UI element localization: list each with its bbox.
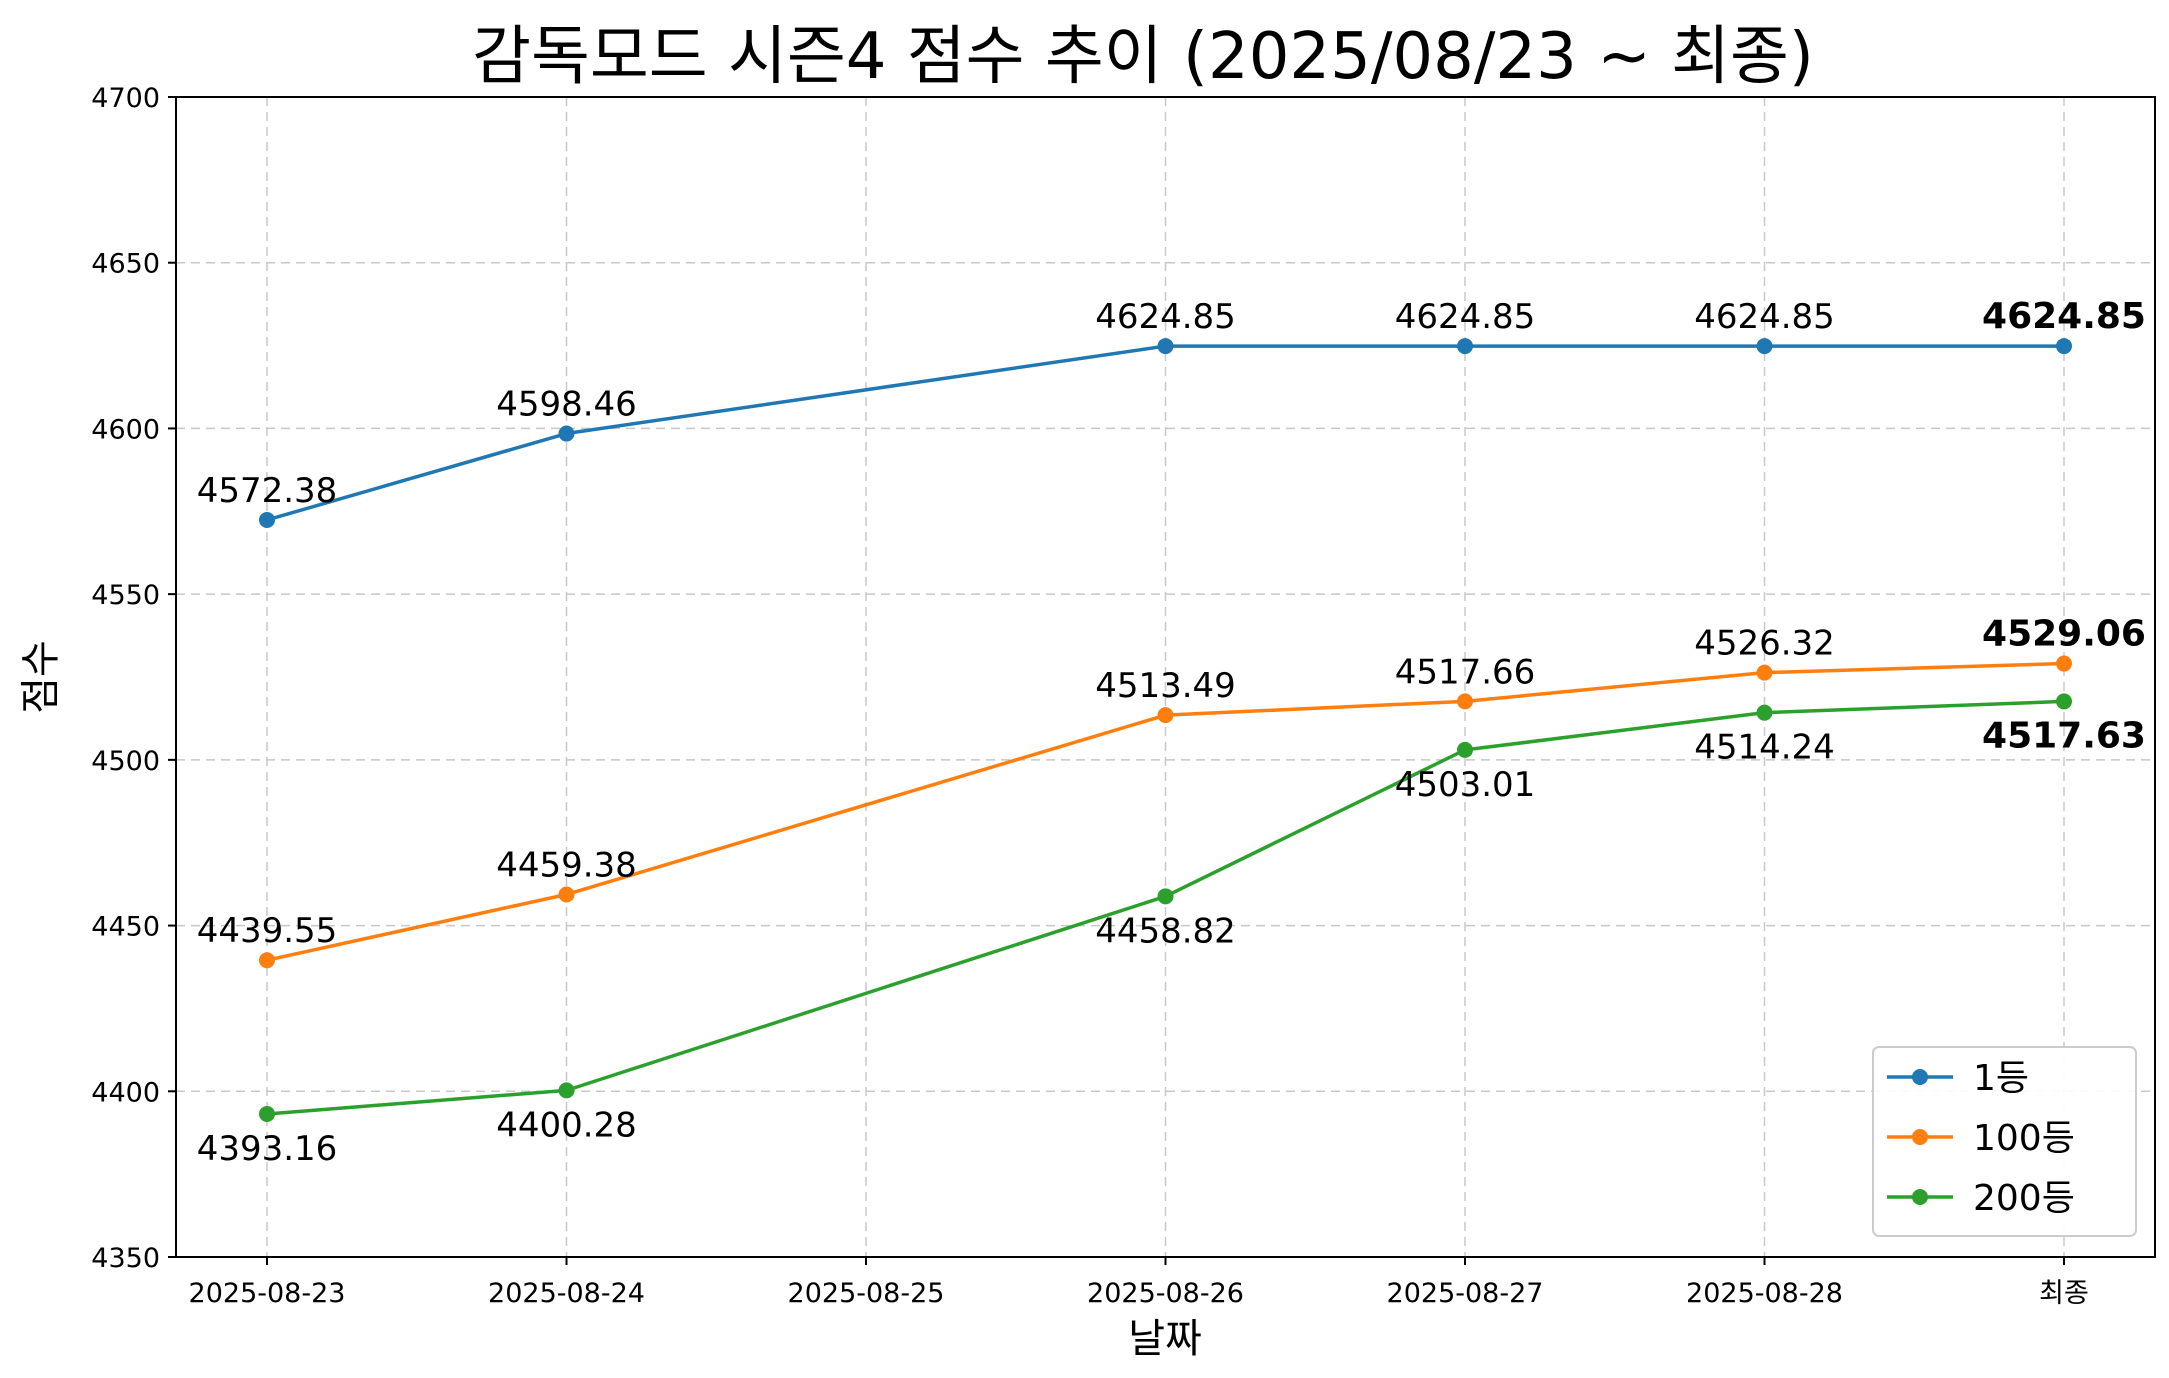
x-tick-label: 2025-08-23 (189, 1278, 346, 1309)
data-point (259, 952, 275, 969)
x-axis-label: 날짜 (1128, 1316, 1202, 1362)
data-label: 4529.06 (1982, 614, 2146, 655)
data-label: 4503.01 (1395, 765, 1536, 805)
legend: 1등 100등 200등 (1872, 1046, 2137, 1237)
x-tick-label: 2025-08-25 (788, 1278, 945, 1309)
data-point (259, 511, 275, 528)
data-label: 4624.85 (1395, 297, 1536, 337)
y-tick-label: 4400 (91, 1077, 160, 1108)
y-axis-label: 점수 (18, 640, 64, 714)
x-tick-label: 2025-08-24 (488, 1278, 645, 1309)
x-tick-label: 2025-08-26 (1087, 1278, 1244, 1309)
legend-entry-1: 1등 (1973, 1058, 2029, 1099)
y-tick-label: 4450 (91, 912, 160, 943)
data-point (1756, 704, 1773, 721)
data-label: 4526.32 (1694, 624, 1835, 664)
data-label: 4439.55 (197, 911, 338, 951)
data-label: 4393.16 (197, 1129, 338, 1169)
data-label: 4400.28 (496, 1105, 637, 1145)
y-tick-label: 4700 (91, 83, 160, 114)
data-point (1457, 693, 1473, 710)
legend-marker-1 (1912, 1069, 1928, 1085)
data-point (1756, 664, 1773, 681)
chart-title: 감독모드 시즌4 점수 추이 (2025/08/23 ~ 최종) (472, 20, 1814, 94)
data-point (558, 886, 575, 903)
series-line-3 (266, 699, 2065, 1116)
x-tick-label: 2025-08-27 (1387, 1278, 1544, 1309)
data-labels: 4572.38 4598.46 4624.85 4624.85 4624.85 4624.… (197, 296, 2146, 1169)
data-point (2056, 693, 2072, 710)
x-tick-label: 최종 (2039, 1278, 2089, 1309)
data-point (1157, 888, 1174, 905)
data-point (2056, 338, 2072, 355)
y-tick-label: 4650 (91, 249, 160, 280)
data-label: 4513.49 (1095, 666, 1236, 706)
data-point (558, 1082, 575, 1099)
data-point (2056, 655, 2072, 672)
series-line-2 (266, 661, 2065, 962)
data-point (558, 425, 575, 442)
data-point (1457, 741, 1473, 758)
data-label: 4459.38 (496, 845, 637, 885)
series-line-1 (266, 344, 2064, 522)
data-point (1457, 338, 1473, 355)
data-label: 4598.46 (496, 385, 637, 425)
data-point (259, 1105, 275, 1122)
legend-marker-2 (1912, 1129, 1928, 1145)
data-label: 4624.85 (1694, 297, 1835, 337)
data-label: 4624.85 (1982, 296, 2146, 337)
legend-marker-3 (1912, 1189, 1928, 1205)
data-point (1157, 707, 1174, 724)
data-label: 4517.63 (1982, 715, 2146, 756)
y-tick-label: 4500 (91, 746, 160, 777)
legend-box (1872, 1046, 2137, 1237)
legend-entry-3: 200등 (1973, 1178, 2075, 1219)
data-point (1157, 338, 1174, 355)
y-tick-label: 4550 (91, 580, 160, 611)
data-label: 4624.85 (1095, 297, 1236, 337)
legend-entry-2: 100등 (1973, 1118, 2075, 1159)
data-label: 4517.66 (1395, 652, 1536, 692)
y-tick-label: 4600 (91, 414, 160, 445)
data-point (1756, 338, 1773, 355)
x-tick-label: 2025-08-28 (1686, 1278, 1843, 1309)
data-label: 4458.82 (1095, 911, 1236, 951)
data-label: 4572.38 (197, 471, 338, 511)
series-lines (259, 338, 2072, 1122)
axis-ticks: 2025-08-23 2025-08-24 2025-08-25 2025-08-26… (91, 83, 2089, 1309)
y-tick-label: 4350 (91, 1243, 160, 1274)
data-label: 4514.24 (1694, 728, 1835, 768)
